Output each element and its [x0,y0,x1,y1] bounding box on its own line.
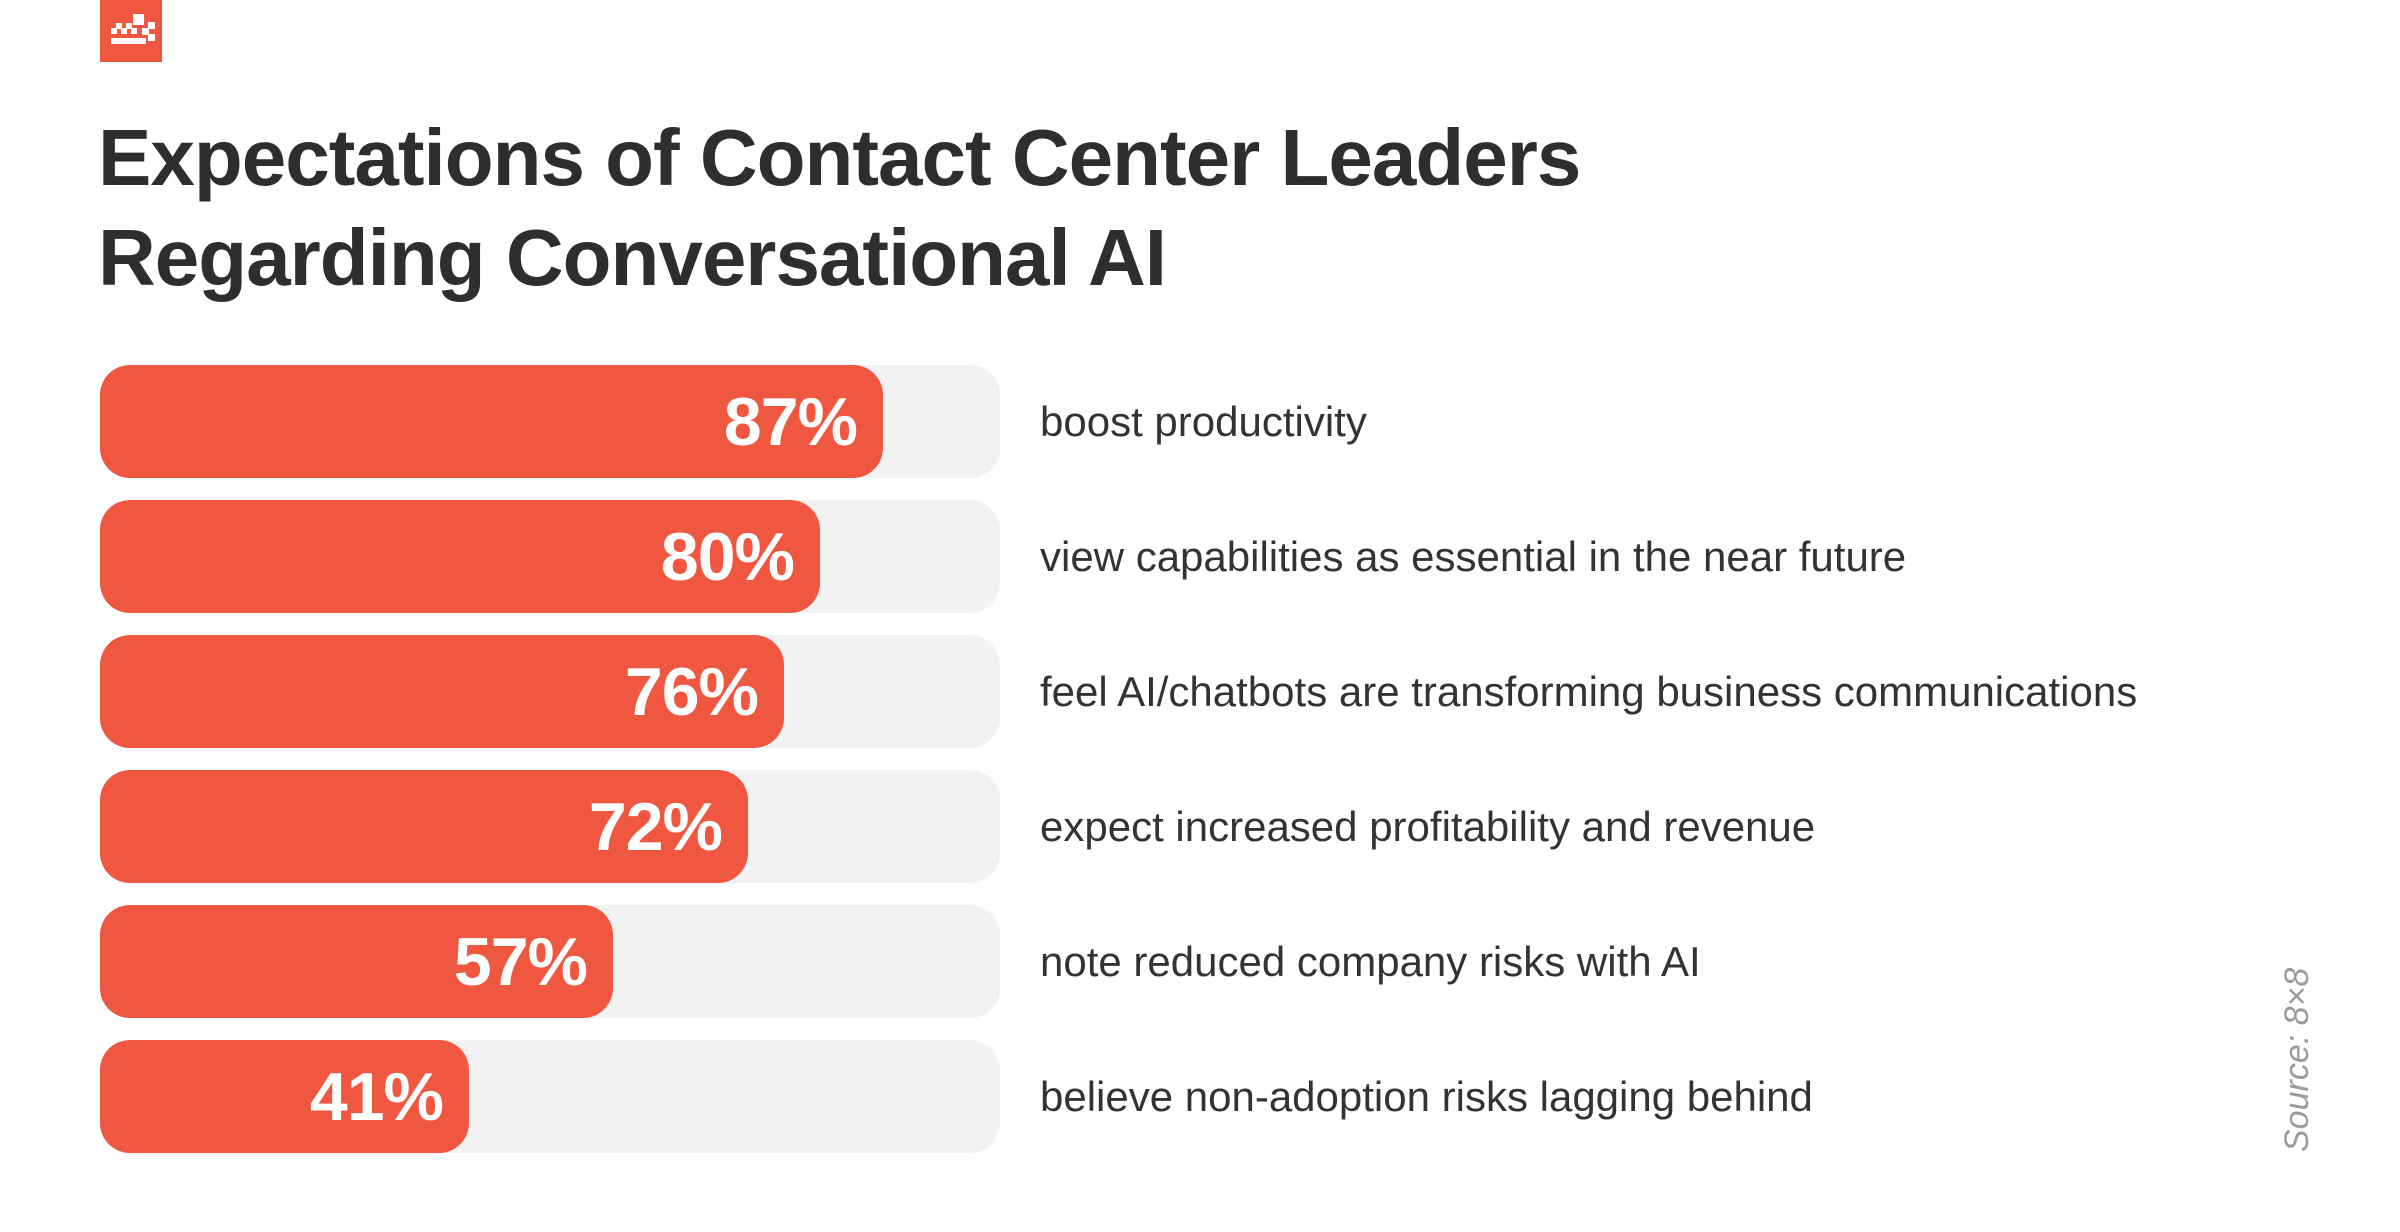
bar-fill: 41% [100,1040,469,1153]
brand-logo [100,0,162,62]
bar-chart: 87% boost productivity 80% view capabilitie… [100,365,2260,1153]
bar-track: 57% [100,905,1000,1018]
bar-description: feel AI/chatbots are transforming busine… [1040,667,2138,715]
page-title-line-1: Expectations of Contact Center Leaders [98,113,1581,202]
bar-description: note reduced company risks with AI [1040,937,1701,985]
chart-row: 41% believe non-adoption risks lagging be… [100,1040,2260,1153]
bar-value-label: 76% [624,653,759,730]
bar-value-label: 41% [309,1058,444,1135]
bar-description: expect increased profitability and reven… [1040,802,1816,850]
page-title-line-2: Regarding Conversational AI [98,213,1167,302]
bar-description: view capabilities as essential in the ne… [1040,532,1907,580]
bar-track: 80% [100,500,1000,613]
bar-value-label: 57% [453,923,588,1000]
bar-value-label: 72% [588,788,723,865]
bar-fill: 76% [100,635,784,748]
bar-fill: 57% [100,905,613,1018]
bar-description: believe non-adoption risks lagging behin… [1040,1072,1813,1120]
chart-row: 76% feel AI/chatbots are transforming bus… [100,635,2260,748]
chart-row: 72% expect increased profitability and re… [100,770,2260,883]
bar-fill: 72% [100,770,748,883]
chart-row: 80% view capabilities as essential in the… [100,500,2260,613]
bar-description: boost productivity [1040,397,1367,445]
bar-value-label: 80% [660,518,795,595]
pixel-chart-icon [111,14,155,44]
bar-fill: 87% [100,365,883,478]
bar-value-label: 87% [723,383,858,460]
page-title: Expectations of Contact Center Leaders R… [98,108,1581,308]
chart-row: 87% boost productivity [100,365,2260,478]
bar-track: 72% [100,770,1000,883]
bar-track: 76% [100,635,1000,748]
chart-row: 57% note reduced company risks with AI [100,905,2260,1018]
bar-track: 87% [100,365,1000,478]
bar-fill: 80% [100,500,820,613]
bar-track: 41% [100,1040,1000,1153]
source-note: Source: 8×8 [2278,967,2316,1152]
